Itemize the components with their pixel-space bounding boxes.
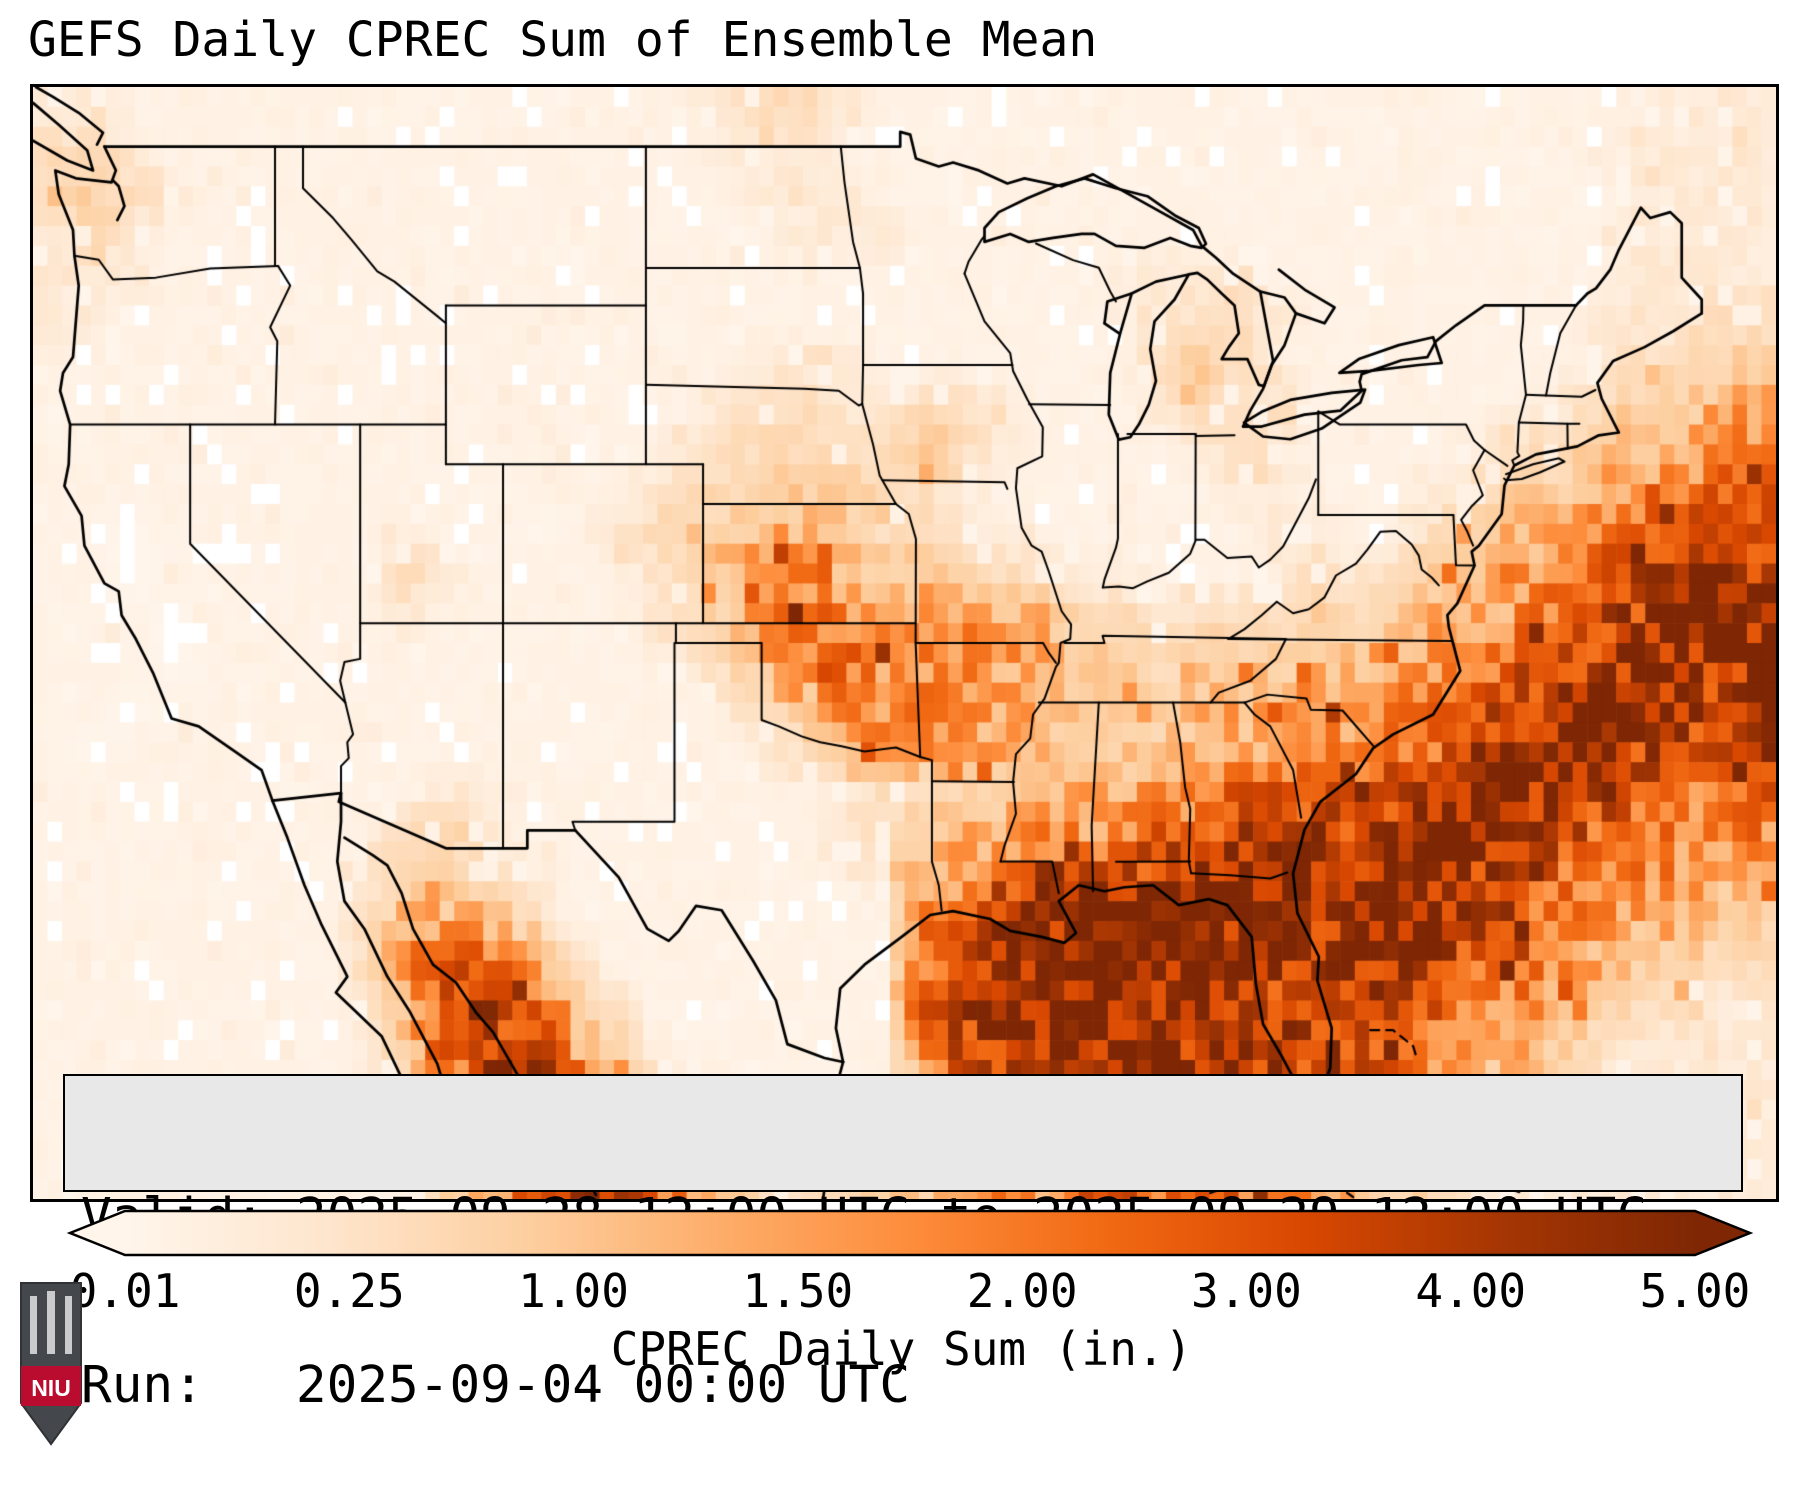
precipitation-map-panel: Valid: 2025-09-28 12:00 UTC to 2025-09-2… [30,84,1779,1414]
niu-logo-text: NIU [31,1375,71,1401]
colorbar [30,1206,1773,1260]
figure-title: GEFS Daily CPREC Sum of Ensemble Mean [28,12,1098,68]
colorbar-tick-label: 0.25 [293,1264,405,1318]
run-time-text: Run: 2025-09-04 00:00 UTC [81,1356,911,1415]
colorbar-tick-label: 1.00 [518,1264,629,1318]
colorbar-svg [66,1209,1754,1257]
niu-column-icon [65,1296,72,1354]
colorbar-tick-labels: 0.01 0.25 1.00 1.50 2.00 3.00 4.00 5.00 [30,1264,1773,1318]
colorbar-tick-label: 1.50 [742,1264,854,1318]
colorbar-tick-label: 4.00 [1415,1264,1527,1318]
niu-column-icon [30,1296,37,1354]
precipitation-map-canvas [33,87,1776,1199]
colorbar-label: CPREC Daily Sum (in.) [610,1322,1193,1376]
colorbar-tick-label: 3.00 [1191,1264,1302,1318]
info-box: Valid: 2025-09-28 12:00 UTC to 2025-09-2… [63,1074,1743,1414]
colorbar-tick-label: 2.00 [966,1264,1078,1318]
niu-column-icon [47,1291,55,1354]
colorbar-tick-label: 0.01 [69,1264,181,1318]
colorbar-tick-label: 5.00 [1639,1264,1751,1318]
niu-banner [21,1366,81,1406]
niu-logo: NIU [20,1282,82,1446]
colorbar-bar [66,1209,1754,1257]
